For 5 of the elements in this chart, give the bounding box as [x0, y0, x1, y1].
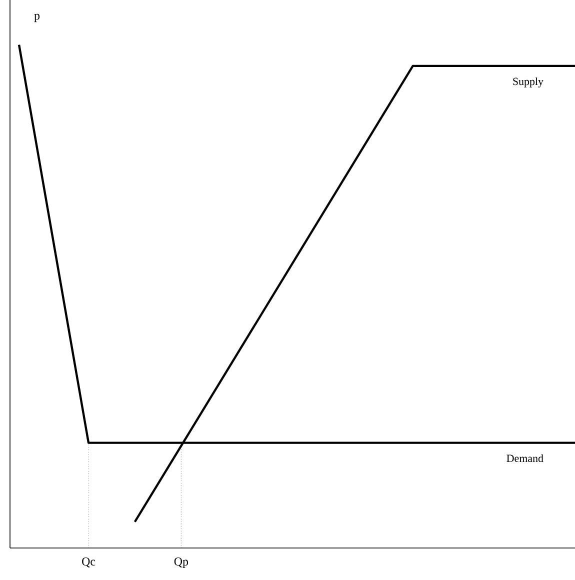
y-axis-title: p — [34, 14, 40, 22]
series-label: Demand — [506, 454, 544, 462]
x-tick-label: Qc — [82, 558, 96, 568]
x-tick-label: Qp — [174, 558, 188, 568]
series-label: Supply — [513, 77, 544, 88]
